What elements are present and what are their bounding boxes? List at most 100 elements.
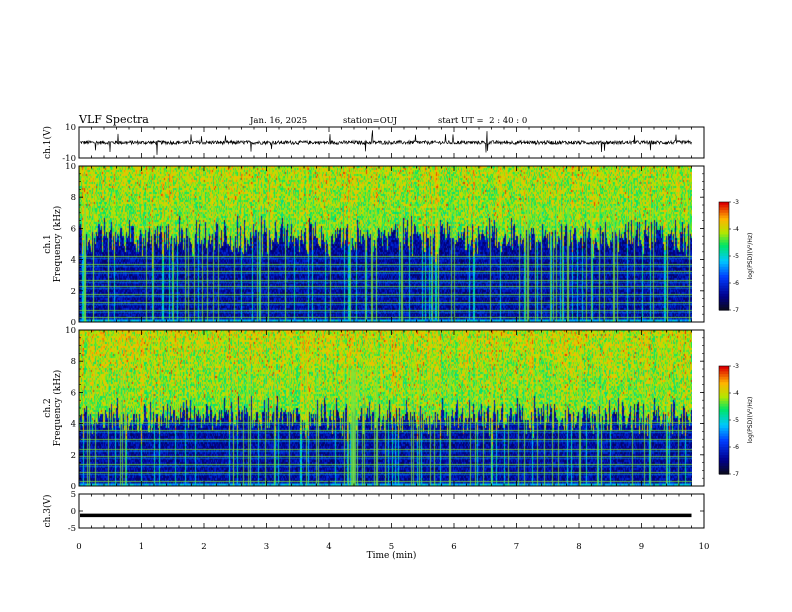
colorbar-swatch	[719, 398, 729, 402]
colorbar-swatch	[719, 433, 729, 437]
colorbar-swatch	[719, 304, 729, 308]
colorbar-swatch	[719, 277, 729, 281]
y-tick-label: 0	[71, 318, 76, 328]
x-tick-label: 1	[139, 542, 144, 552]
y-axis-label: Frequency (kHz)	[52, 206, 63, 283]
colorbar-swatch	[719, 428, 729, 432]
ch1-colorbar: -3 -4 -5 -6 -7 log(PSD)(V²/Hz)	[718, 199, 754, 314]
colorbar-tick-label: -3	[733, 363, 739, 370]
colorbar-swatch	[719, 457, 729, 462]
y-axis-label: ch.2	[43, 398, 53, 417]
y-tick-label: 4	[71, 256, 76, 266]
x-tick-label: 8	[576, 542, 581, 552]
colorbar-swatch	[719, 293, 729, 298]
colorbar-tick-label: -4	[733, 226, 739, 233]
colorbar-swatch	[719, 239, 729, 244]
x-tick-label: 4	[326, 542, 331, 552]
colorbar-swatch	[719, 223, 729, 227]
start-ut-label: start UT = 2 : 40 : 0	[438, 116, 527, 126]
ch1-waveform-panel: 10 -10 ch.1(V)	[42, 123, 705, 164]
colorbar-swatch	[719, 441, 729, 445]
colorbar-swatch	[719, 452, 729, 456]
colorbar-swatch	[719, 299, 729, 303]
colorbar-swatch	[719, 202, 729, 206]
figure-title: VLF Spectra	[78, 113, 149, 126]
colorbar-swatch	[719, 414, 729, 418]
colorbar-swatch	[719, 460, 729, 464]
y-axis-label: ch.1	[43, 234, 53, 253]
colorbar-swatch	[719, 291, 729, 295]
ch1-trace	[79, 130, 692, 155]
y-tick-label: 6	[71, 388, 76, 398]
colorbar-swatch	[719, 436, 729, 440]
colorbar-swatch	[719, 283, 729, 287]
y-tick-label: 8	[71, 357, 76, 367]
y-tick-label: 10	[65, 162, 76, 172]
date-label: Jan. 16, 2025	[249, 116, 307, 126]
x-tick-label: 10	[699, 542, 710, 552]
colorbar-swatch	[719, 285, 729, 289]
x-tick-label: 5	[389, 542, 394, 552]
colorbar-swatch	[719, 471, 729, 475]
colorbar-swatch	[719, 229, 729, 233]
colorbar-swatch	[719, 409, 729, 413]
colorbar-swatch	[719, 468, 729, 472]
x-tick-label: 9	[639, 542, 644, 552]
panel-frame	[78, 493, 705, 529]
colorbar-swatch	[719, 371, 729, 375]
colorbar-swatch	[719, 301, 729, 306]
colorbar-swatch	[719, 401, 729, 405]
colorbar-swatch	[719, 430, 729, 435]
y-tick-label: 0	[71, 507, 76, 517]
colorbar-swatch	[719, 420, 729, 424]
colorbar-tick-label: -6	[733, 280, 739, 287]
colorbar-swatch	[719, 280, 729, 284]
colorbar-swatch	[719, 210, 729, 214]
colorbar-swatch	[719, 258, 729, 262]
colorbar-swatch	[719, 376, 729, 381]
ch1-spectrogram-panel: 0 2 4 6 8 10 ch.1 Frequency (kHz)	[43, 162, 705, 328]
colorbar-swatch	[719, 417, 729, 421]
colorbar-swatch	[719, 438, 729, 443]
ch3-waveform-panel: 5 0 -5 ch.3(V)	[42, 490, 705, 534]
y-tick-label: -5	[68, 524, 76, 534]
y-tick-label: -10	[62, 154, 76, 164]
colorbar-swatch	[719, 296, 729, 300]
colorbar-swatch	[719, 307, 729, 311]
colorbar-swatch	[719, 237, 729, 241]
spectrogram-image	[79, 330, 692, 486]
x-tick-label: 2	[201, 542, 206, 552]
panel-frame	[78, 126, 705, 159]
x-tick-label: 3	[264, 542, 269, 552]
colorbar-swatch	[719, 393, 729, 397]
colorbar-swatch	[719, 242, 729, 246]
colorbar-swatch	[719, 422, 729, 426]
y-tick-label: 0	[71, 482, 76, 492]
x-tick-label: 0	[76, 542, 81, 552]
y-axis-label: Frequency (kHz)	[52, 370, 63, 447]
colorbar-swatch	[719, 264, 729, 268]
colorbar-swatch	[719, 382, 729, 386]
colorbar-swatch	[719, 444, 729, 448]
x-tick-label: 7	[514, 542, 519, 552]
colorbar-swatch	[719, 449, 729, 453]
colorbar-tick-label: -7	[733, 307, 739, 314]
colorbar-swatch	[719, 366, 729, 370]
colorbar-swatch	[719, 447, 729, 451]
colorbar-swatch	[719, 411, 729, 416]
time-axis: 0 1 2 3 4 5 6 7 8 9 10 Time (min)	[76, 542, 709, 561]
colorbar-swatch	[719, 245, 729, 249]
colorbar-swatch	[719, 384, 729, 389]
colorbar-tick-label: -7	[733, 471, 739, 478]
y-tick-label: 4	[71, 420, 76, 430]
y-tick-label: 6	[71, 224, 76, 234]
colorbar-swatch	[719, 403, 729, 408]
colorbar-swatch	[719, 425, 729, 429]
colorbar-swatch	[719, 387, 729, 391]
colorbar-label: log(PSD)(V²/Hz)	[747, 233, 754, 280]
colorbar-tick-label: -5	[733, 253, 739, 260]
colorbar-swatch	[719, 465, 729, 470]
colorbar-swatch	[719, 374, 729, 378]
colorbar-swatch	[719, 269, 729, 273]
